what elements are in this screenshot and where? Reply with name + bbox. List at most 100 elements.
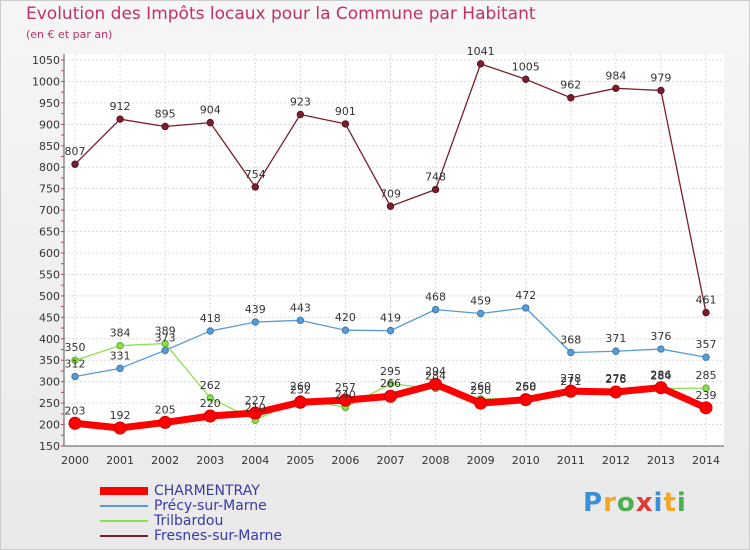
data-label-s2-2007: 295 — [380, 365, 401, 378]
logo-letter-6: t — [663, 488, 677, 518]
data-point-s3-2014 — [702, 308, 710, 317]
legend-item-precy: Précy-sur-Marne — [100, 499, 282, 514]
data-label-s0-2012: 276 — [605, 373, 626, 386]
data-label-s1-2006: 420 — [335, 311, 356, 324]
data-label-s3-2013: 979 — [650, 71, 671, 84]
data-point-s1-2003 — [206, 327, 214, 335]
y-tick-label-450: 450 — [39, 311, 60, 324]
data-point-s1-2009 — [476, 309, 485, 318]
data-label-s3-2005: 923 — [290, 95, 311, 108]
data-label-s2-2011: 271 — [560, 375, 581, 388]
legend-label-trilbardou: Trilbardou — [154, 513, 224, 529]
y-tick-label-850: 850 — [39, 140, 60, 153]
legend-swatch-charmentray — [100, 487, 148, 495]
y-tick-label-550: 550 — [39, 268, 60, 281]
x-tick-label-2001: 2001 — [106, 454, 134, 467]
data-point-s1-2002 — [161, 346, 169, 355]
y-tick-label-600: 600 — [39, 247, 60, 260]
data-point-s0-2012 — [609, 385, 623, 399]
data-point-s0-2004 — [248, 406, 262, 420]
y-tick-label-950: 950 — [39, 97, 60, 110]
legend-swatch-precy — [100, 505, 148, 507]
data-label-s0-2004: 227 — [245, 394, 266, 407]
x-tick-label-2009: 2009 — [467, 454, 495, 467]
data-label-s2-2010: 260 — [515, 380, 536, 393]
logo-letter-3: o — [616, 488, 636, 518]
data-point-s3-2000 — [71, 160, 79, 168]
y-tick-label-250: 250 — [39, 397, 60, 410]
data-label-s2-2013: 284 — [650, 370, 671, 383]
x-tick-label-2014: 2014 — [692, 454, 720, 467]
data-point-s0-2013 — [654, 381, 668, 395]
data-label-s2-2004: 210 — [245, 401, 266, 414]
data-label-s2-2003: 262 — [200, 379, 221, 392]
y-tick-label-650: 650 — [39, 226, 60, 239]
data-label-s0-2001: 192 — [110, 409, 131, 422]
data-label-s1-2014: 357 — [696, 338, 717, 351]
data-label-s3-2003: 904 — [200, 104, 221, 117]
data-point-s0-2001 — [113, 421, 127, 435]
data-point-s1-2005 — [296, 316, 305, 325]
x-tick-label-2013: 2013 — [647, 454, 675, 467]
data-label-s1-2001: 331 — [110, 349, 131, 362]
data-point-s1-2011 — [567, 348, 575, 357]
data-label-s2-2009: 260 — [470, 380, 491, 393]
y-tick-label-750: 750 — [39, 183, 60, 196]
data-label-s1-2005: 443 — [290, 301, 311, 314]
data-label-s2-2005: 260 — [290, 380, 311, 393]
data-point-s0-2005 — [293, 395, 307, 409]
data-label-s1-2010: 472 — [515, 289, 536, 302]
data-label-s3-2004: 754 — [245, 168, 266, 181]
data-point-s2-2001 — [116, 341, 124, 350]
data-point-s3-2003 — [206, 118, 214, 127]
x-tick-label-2011: 2011 — [557, 454, 585, 467]
x-tick-label-2007: 2007 — [377, 454, 405, 467]
y-tick-label-400: 400 — [39, 333, 60, 346]
legend-swatch-trilbardou — [100, 520, 148, 522]
legend-swatch-fresnes — [100, 535, 148, 537]
chart-legend: CHARMENTRAY Précy-sur-Marne Trilbardou F… — [100, 484, 282, 544]
data-label-s2-2002: 389 — [155, 324, 176, 337]
legend-label-fresnes: Fresnes-sur-Marne — [154, 528, 282, 544]
y-tick-label-1000: 1000 — [32, 75, 60, 88]
logo-letter-2: r — [603, 488, 617, 518]
data-label-s2-2008: 284 — [425, 370, 446, 383]
data-point-s3-2011 — [567, 94, 575, 102]
data-label-s0-2014: 239 — [696, 389, 717, 402]
data-point-s0-2009 — [474, 396, 488, 410]
y-tick-label-300: 300 — [39, 376, 60, 389]
data-label-s1-2013: 376 — [650, 330, 671, 343]
chart-title: Evolution des Impôts locaux pour la Comm… — [26, 4, 536, 24]
legend-label-precy: Précy-sur-Marne — [154, 498, 267, 514]
data-label-s1-2007: 419 — [380, 312, 401, 325]
data-label-s1-2003: 418 — [200, 312, 221, 325]
data-label-s0-2003: 220 — [200, 397, 221, 410]
data-point-s3-2010 — [522, 75, 530, 84]
x-tick-label-2012: 2012 — [602, 454, 630, 467]
data-point-s0-2008 — [429, 377, 443, 391]
proxiti-logo: Proxiti — [583, 488, 687, 518]
data-label-s2-2006: 240 — [335, 388, 356, 401]
y-tick-label-200: 200 — [39, 419, 60, 432]
legend-label-charmentray: CHARMENTRAY — [154, 483, 260, 499]
logo-letter-5: i — [653, 488, 664, 518]
data-point-s1-2013 — [657, 345, 665, 353]
data-label-s0-2006: 257 — [335, 381, 356, 394]
data-label-s0-2007: 266 — [380, 377, 401, 390]
data-label-s1-2011: 368 — [560, 334, 581, 347]
y-tick-label-1050: 1050 — [32, 54, 60, 67]
data-point-s0-2011 — [564, 384, 578, 398]
data-label-s3-2000: 807 — [65, 145, 86, 158]
data-point-s3-2012 — [612, 84, 620, 93]
data-point-s1-2001 — [116, 364, 124, 373]
x-tick-label-2000: 2000 — [61, 454, 89, 467]
data-point-s0-2007 — [384, 389, 397, 403]
data-point-s3-2006 — [341, 120, 350, 128]
data-point-s0-2003 — [203, 409, 217, 423]
data-label-s3-2002: 895 — [155, 107, 176, 120]
data-point-s0-2002 — [158, 415, 172, 429]
data-label-s2-2012: 278 — [605, 372, 626, 385]
data-label-s0-2013: 286 — [650, 369, 671, 382]
data-point-s3-2009 — [476, 60, 485, 68]
